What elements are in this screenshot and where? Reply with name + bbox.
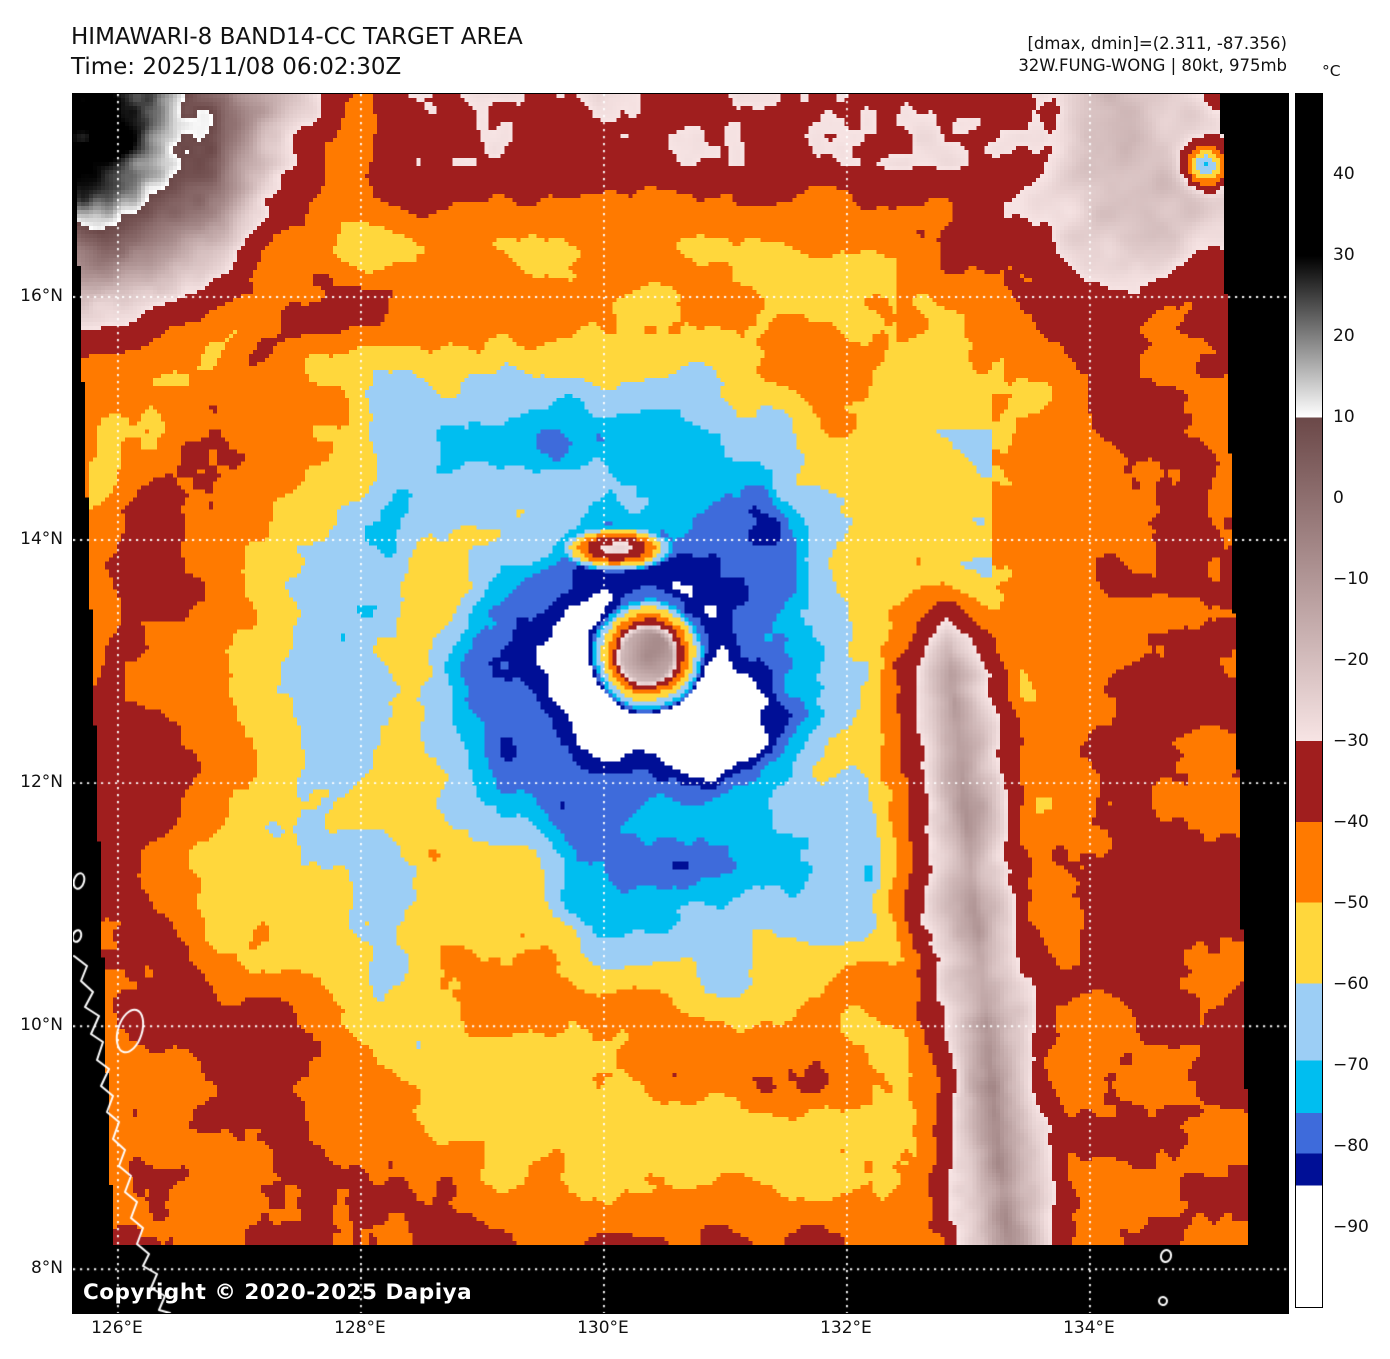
x-tick-label: 126°E	[91, 1318, 143, 1338]
colorbar	[1295, 93, 1323, 1308]
colorbar-tick-label: −90	[1333, 1217, 1369, 1237]
y-tick-label: 12°N	[20, 772, 63, 793]
colorbar-gradient	[1296, 94, 1322, 1307]
annotation-block: [dmax, dmin]=(2.311, -87.356) 32W.FUNG-W…	[1018, 33, 1287, 77]
colorbar-tick-label: −30	[1333, 731, 1369, 751]
y-tick-label: 14°N	[20, 529, 63, 550]
colorbar-tick-label: −20	[1333, 650, 1369, 670]
colorbar-tick-label: −50	[1333, 893, 1369, 913]
colorbar-tick-label: −60	[1333, 974, 1369, 994]
colorbar-tick-label: 40	[1333, 164, 1355, 184]
colorbar-tick-label: −80	[1333, 1136, 1369, 1156]
colorbar-tick-label: 30	[1333, 245, 1355, 265]
figure-title: HIMAWARI-8 BAND14-CC TARGET AREA	[71, 24, 523, 50]
dmax-dmin-annotation: [dmax, dmin]=(2.311, -87.356)	[1027, 34, 1288, 53]
colorbar-tick-label: −70	[1333, 1055, 1369, 1075]
colorbar-tick-label: 20	[1333, 326, 1355, 346]
figure-title-block: HIMAWARI-8 BAND14-CC TARGET AREA Time: 2…	[71, 22, 523, 82]
colorbar-tick-label: −10	[1333, 569, 1369, 589]
x-tick-label: 128°E	[334, 1318, 386, 1338]
y-tick-label: 8°N	[30, 1258, 63, 1279]
storm-info-annotation: 32W.FUNG-WONG | 80kt, 975mb	[1018, 56, 1287, 75]
map-grid-coastline-overlay	[73, 94, 1288, 1313]
x-tick-label: 132°E	[820, 1318, 872, 1338]
y-tick-label: 10°N	[20, 1015, 63, 1036]
map-axes: Copyright © 2020-2025 Dapiya	[72, 93, 1289, 1314]
x-tick-label: 130°E	[577, 1318, 629, 1338]
colorbar-tick-label: 10	[1333, 407, 1355, 427]
x-tick-label: 134°E	[1063, 1318, 1115, 1338]
copyright-text: Copyright © 2020-2025 Dapiya	[83, 1280, 473, 1305]
colorbar-tick-label: 0	[1333, 488, 1344, 508]
figure-time-subtitle: Time: 2025/11/08 06:02:30Z	[71, 54, 402, 80]
y-tick-label: 16°N	[20, 285, 63, 306]
colorbar-tick-label: −40	[1333, 812, 1369, 832]
colorbar-unit-label: °C	[1322, 62, 1341, 80]
